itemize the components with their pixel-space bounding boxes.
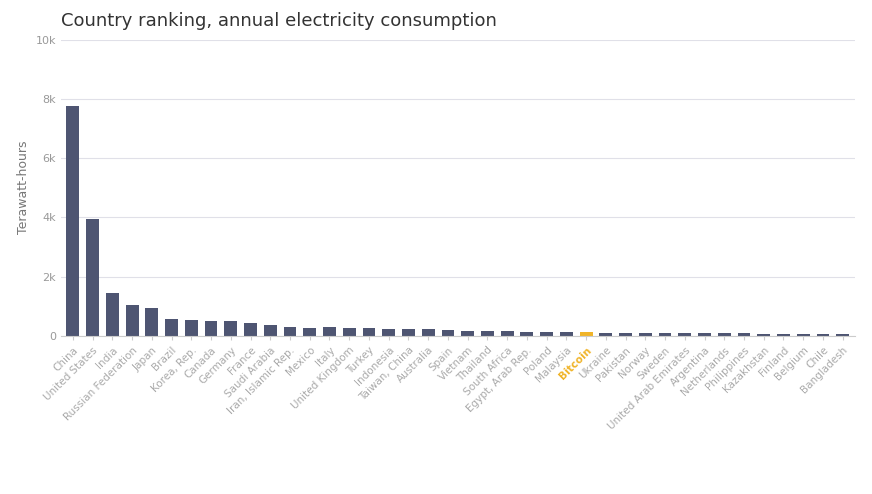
Bar <box>146 308 158 336</box>
Bar <box>836 334 849 336</box>
Bar <box>382 329 395 336</box>
Bar <box>205 321 217 336</box>
Bar <box>521 331 534 336</box>
Bar <box>658 333 671 336</box>
Bar <box>402 329 415 336</box>
Bar <box>185 320 198 336</box>
Bar <box>599 332 612 336</box>
Bar <box>461 331 474 336</box>
Bar <box>619 333 632 336</box>
Y-axis label: Terawatt-hours: Terawatt-hours <box>17 141 31 235</box>
Bar <box>560 332 573 336</box>
Bar <box>303 328 317 336</box>
Bar <box>816 334 829 336</box>
Bar <box>678 333 691 336</box>
Bar <box>324 327 336 336</box>
Bar <box>580 332 592 336</box>
Bar <box>363 328 375 336</box>
Bar <box>106 293 119 336</box>
Bar <box>66 106 79 336</box>
Bar <box>224 321 237 336</box>
Bar <box>541 331 553 336</box>
Bar <box>86 219 99 336</box>
Bar <box>422 329 434 336</box>
Bar <box>481 331 494 336</box>
Bar <box>165 319 178 336</box>
Bar <box>777 334 790 336</box>
Bar <box>639 333 651 336</box>
Bar <box>283 328 296 336</box>
Bar <box>718 333 731 336</box>
Bar <box>501 331 514 336</box>
Text: Country ranking, annual electricity consumption: Country ranking, annual electricity cons… <box>61 12 497 30</box>
Bar <box>441 330 454 336</box>
Bar <box>758 333 770 336</box>
Bar <box>244 323 257 336</box>
Bar <box>698 333 711 336</box>
Bar <box>343 328 356 336</box>
Bar <box>126 305 139 336</box>
Bar <box>264 325 276 336</box>
Bar <box>738 333 751 336</box>
Bar <box>797 334 810 336</box>
